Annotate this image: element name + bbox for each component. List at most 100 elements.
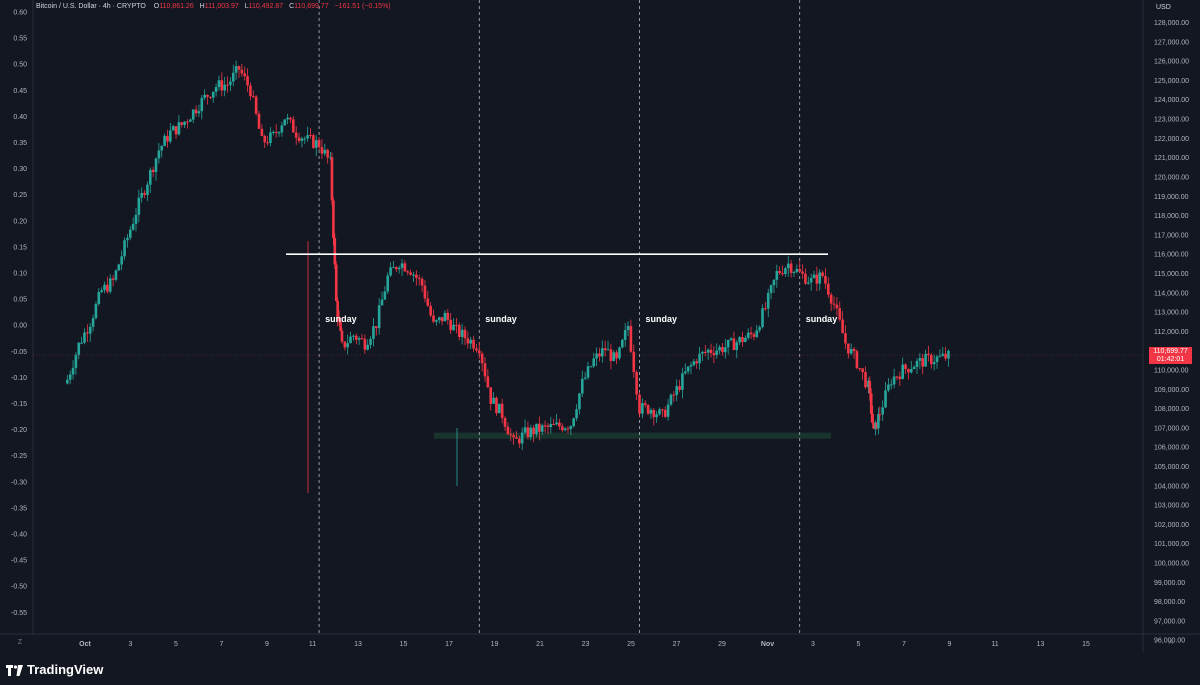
left-axis-tick-label: 0.05	[13, 297, 27, 304]
left-axis-tick-label: 0.45	[13, 88, 27, 95]
symbol-title[interactable]: Bitcoin / U.S. Dollar · 4h · CRYPTO	[36, 3, 146, 10]
candle-body	[446, 312, 450, 320]
candle-body	[724, 347, 727, 353]
candle-body	[706, 349, 710, 353]
candle-body	[323, 149, 327, 154]
left-axis-tick-label: -0.45	[11, 558, 27, 565]
candle-body	[929, 355, 933, 365]
chart-background	[0, 0, 1200, 652]
candle-body	[326, 149, 329, 158]
candle-body	[386, 275, 390, 292]
candle-body	[452, 324, 455, 331]
candle-body	[68, 374, 72, 380]
candle-body	[203, 94, 206, 98]
time-axis-tick-label: 3	[129, 641, 133, 648]
candle-body	[629, 325, 633, 352]
candle-body	[612, 352, 616, 361]
candle-body	[849, 348, 853, 354]
candle-body	[789, 263, 793, 273]
time-axis-tick-label: Nov	[761, 641, 774, 648]
candle-body	[526, 427, 530, 438]
candle-body	[944, 353, 947, 359]
candle-body	[466, 338, 470, 344]
last-price-label: 110,699.77 01:42:01	[1149, 347, 1192, 364]
candle-body	[669, 394, 673, 405]
bar-countdown: 01:42:01	[1156, 356, 1185, 363]
candle-body	[881, 407, 884, 415]
candle-body	[658, 409, 661, 415]
candle-body	[781, 273, 784, 275]
candle-body	[330, 157, 334, 201]
candle-body	[292, 119, 295, 133]
candle-body	[523, 427, 527, 433]
candle-body	[529, 427, 533, 438]
candle-body	[160, 146, 164, 151]
candle-body	[661, 409, 664, 411]
left-axis-tick-label: 0.00	[13, 323, 27, 330]
candle-body	[643, 403, 647, 406]
candle-body	[663, 409, 667, 417]
footer-bar: TradingView	[0, 652, 1200, 685]
candle-body	[423, 285, 427, 299]
candle-body	[592, 358, 596, 367]
candle-body	[543, 425, 547, 427]
candle-body	[460, 329, 464, 337]
candle-body	[761, 308, 764, 328]
time-axis-tick-label: 9	[948, 641, 952, 648]
candle-body	[339, 321, 342, 331]
candle-body	[841, 319, 844, 334]
candle-body	[409, 272, 412, 275]
candle-body	[907, 368, 910, 373]
candle-body	[108, 278, 112, 292]
candle-body	[549, 424, 553, 428]
right-axis-tick-label: 122,000.00	[1154, 136, 1189, 143]
time-axis-tick-label: 13	[1037, 641, 1045, 648]
left-axis-tick-label: 0.25	[13, 192, 27, 199]
candle-body	[558, 422, 561, 427]
candle-body	[80, 342, 83, 344]
candle-body	[209, 96, 212, 98]
candle-body	[231, 72, 235, 82]
candle-body	[363, 338, 367, 350]
candle-body	[489, 387, 493, 404]
right-axis-tick-label: 116,000.00	[1154, 252, 1189, 259]
right-axis-tick-label: 103,000.00	[1154, 503, 1189, 510]
candle-body	[635, 372, 638, 395]
candle-body	[154, 158, 158, 173]
candle-body	[847, 343, 850, 354]
candle-body	[875, 422, 879, 429]
candle-body	[333, 238, 337, 265]
candle-body	[357, 338, 361, 340]
candle-body	[806, 282, 810, 284]
zoom-button[interactable]: Z	[17, 639, 23, 646]
time-axis-tick-label: 17	[445, 641, 453, 648]
candle-body	[683, 371, 687, 374]
sunday-annotation: sunday	[325, 314, 357, 324]
candle-body	[703, 351, 707, 353]
candle-body	[397, 267, 401, 270]
candle-body	[177, 122, 181, 135]
candle-body	[229, 81, 232, 85]
candle-body	[317, 140, 321, 148]
candle-body	[701, 351, 704, 354]
candle-body	[566, 428, 570, 430]
candle-body	[455, 324, 458, 326]
tradingview-logo[interactable]: TradingView	[6, 662, 103, 677]
candle-body	[463, 329, 467, 339]
candle-body	[623, 330, 627, 340]
candle-body	[211, 91, 215, 98]
candle-body	[898, 376, 902, 379]
left-axis-tick-label: 0.50	[13, 62, 27, 69]
candle-body	[503, 418, 507, 427]
candlestick-chart[interactable]: 0.60 0.55 0.50 0.45 0.40 0.35 0.30 0.25 0.20 0.15…	[0, 0, 1200, 652]
auto-scale-button[interactable]: A	[1168, 639, 1174, 646]
candle-body	[117, 264, 121, 271]
candle-body	[838, 308, 842, 320]
price-change: −161.51 (−0.15%)	[334, 3, 391, 10]
candle-body	[163, 135, 166, 147]
candle-body	[283, 119, 287, 126]
candle-body	[938, 355, 942, 357]
sunday-annotation: sunday	[485, 314, 517, 324]
candle-body	[874, 422, 877, 429]
candle-body	[695, 361, 699, 364]
